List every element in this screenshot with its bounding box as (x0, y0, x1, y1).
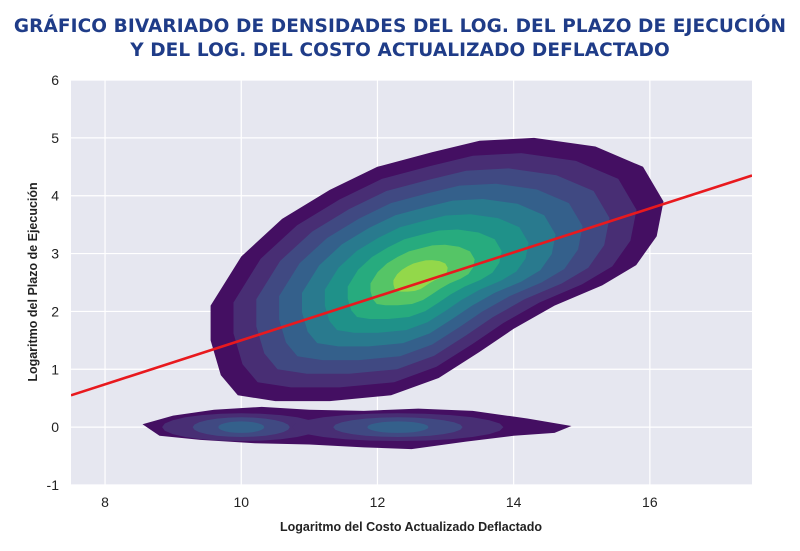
main-cluster-contour (393, 260, 448, 292)
y-tick-label: 2 (51, 303, 59, 319)
y-tick-label: 5 (51, 130, 59, 146)
chart-title-line-1: GRÁFICO BIVARIADO DE DENSIDADES DEL LOG.… (13, 16, 787, 37)
regression-layer (71, 174, 752, 397)
x-axis-label: Logaritmo del Costo Actualizado Deflacta… (280, 520, 542, 534)
lower-band-contour (367, 421, 429, 433)
x-tick-label: 14 (506, 494, 522, 510)
regression-line (71, 174, 752, 397)
x-tick-label: 16 (642, 494, 658, 510)
density-contours (142, 137, 664, 450)
y-tick-label: -1 (47, 477, 60, 493)
lower-band-contour (218, 421, 265, 433)
y-tick-label: 3 (51, 246, 59, 262)
x-tick-label: 10 (233, 494, 249, 510)
y-tick-label: 4 (51, 188, 59, 204)
y-tick-label: 1 (51, 361, 59, 377)
chart-title-line-2: Y DEL LOG. DEL COSTO ACTUALIZADO DEFLACT… (130, 40, 670, 61)
y-tick-label: 0 (51, 419, 59, 435)
y-axis-label: Logaritmo del Plazo de Ejecución (26, 182, 40, 381)
x-tick-label: 8 (101, 494, 109, 510)
y-tick-label: 6 (51, 72, 59, 88)
x-tick-label: 12 (370, 494, 386, 510)
